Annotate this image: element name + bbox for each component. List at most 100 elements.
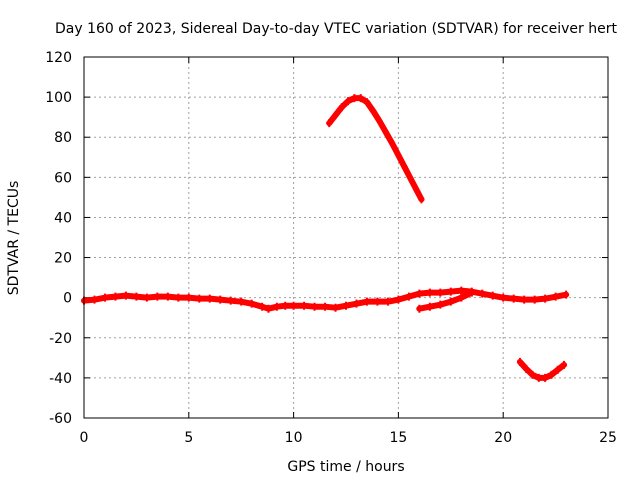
- x-tick-label: 5: [184, 430, 193, 446]
- data-point: [407, 175, 414, 184]
- y-tick-label: 20: [54, 251, 72, 267]
- data-point: [227, 296, 234, 305]
- data-point: [489, 291, 496, 300]
- chart-title: Day 160 of 2023, Sidereal Day-to-day VTE…: [55, 21, 617, 37]
- data-point: [426, 288, 433, 297]
- data-point: [458, 293, 465, 302]
- ticks: 0 5 10 15 20 25 -60 -40 -20 0 20 40 60 80 100 120: [45, 50, 617, 446]
- x-axis-label: GPS time / hours: [287, 459, 404, 475]
- data-point: [447, 287, 454, 296]
- data-point: [282, 301, 289, 310]
- data-point: [326, 119, 333, 128]
- data-point: [416, 289, 423, 298]
- data-point: [175, 293, 182, 302]
- data-point: [468, 288, 475, 297]
- data-point: [164, 292, 171, 301]
- data-point: [374, 297, 381, 306]
- data-point: [376, 117, 383, 126]
- data-point: [133, 292, 140, 301]
- data-point: [405, 292, 412, 301]
- data-point: [143, 293, 150, 302]
- data-point: [437, 300, 444, 309]
- data-point: [353, 299, 360, 308]
- data-point: [510, 294, 517, 303]
- data-point: [458, 286, 465, 295]
- data-point: [248, 299, 255, 308]
- data-point: [332, 303, 339, 312]
- data-point: [238, 297, 245, 306]
- data-point: [351, 94, 358, 103]
- data-point: [560, 360, 567, 369]
- data-point: [516, 357, 523, 366]
- y-tick-label: 100: [45, 90, 72, 106]
- y-tick-label: -40: [49, 371, 72, 387]
- data-point: [535, 373, 542, 382]
- x-tick-label: 20: [494, 430, 512, 446]
- data-point: [112, 292, 119, 301]
- data-point: [416, 304, 423, 313]
- series-main-track: [81, 286, 570, 313]
- data-point: [206, 294, 213, 303]
- data-point: [531, 295, 538, 304]
- data-point: [542, 294, 549, 303]
- data-point: [122, 291, 129, 300]
- data-layer: [81, 94, 570, 382]
- data-point: [563, 290, 570, 299]
- data-point: [301, 301, 308, 310]
- y-tick-label: -60: [49, 411, 72, 427]
- data-point: [290, 301, 297, 310]
- series-short-rise: [416, 288, 475, 313]
- y-tick-label: 60: [54, 170, 72, 186]
- data-point: [523, 364, 530, 373]
- x-tick-label: 15: [389, 430, 407, 446]
- data-point: [357, 94, 364, 103]
- data-point: [389, 139, 396, 148]
- data-point: [529, 370, 536, 379]
- y-tick-label: -20: [49, 331, 72, 347]
- data-point: [426, 302, 433, 311]
- data-point: [265, 304, 272, 313]
- data-point: [363, 297, 370, 306]
- data-point: [382, 128, 389, 137]
- x-tick-label: 10: [285, 430, 303, 446]
- y-tick-label: 0: [63, 291, 72, 307]
- data-point: [418, 195, 425, 204]
- data-point: [154, 292, 161, 301]
- series-lower-arc: [516, 357, 567, 382]
- y-tick-label: 80: [54, 130, 72, 146]
- data-point: [552, 292, 559, 301]
- data-point: [384, 297, 391, 306]
- x-tick-label: 0: [80, 430, 89, 446]
- data-point: [217, 295, 224, 304]
- data-point: [447, 297, 454, 306]
- data-point: [395, 151, 402, 160]
- data-point: [370, 107, 377, 116]
- y-tick-label: 40: [54, 210, 72, 226]
- data-point: [332, 111, 339, 120]
- data-point: [363, 98, 370, 107]
- data-point: [345, 97, 352, 106]
- data-point: [338, 103, 345, 112]
- data-point: [91, 295, 98, 304]
- data-point: [542, 373, 549, 382]
- data-point: [259, 302, 266, 311]
- data-point: [196, 294, 203, 303]
- data-point: [273, 302, 280, 311]
- data-point: [401, 163, 408, 172]
- data-point: [311, 302, 318, 311]
- data-point: [479, 289, 486, 298]
- y-axis-label: SDTVAR / TECUs: [6, 181, 22, 296]
- data-point: [414, 187, 421, 196]
- y-tick-label: 120: [45, 50, 72, 66]
- grid: [84, 57, 608, 418]
- series-upper-arc: [326, 94, 425, 204]
- x-tick-label: 25: [599, 430, 617, 446]
- data-point: [395, 295, 402, 304]
- data-point: [437, 288, 444, 297]
- data-point: [101, 293, 108, 302]
- data-point: [500, 293, 507, 302]
- data-point: [521, 295, 528, 304]
- series-line: [326, 95, 425, 203]
- data-point: [322, 302, 329, 311]
